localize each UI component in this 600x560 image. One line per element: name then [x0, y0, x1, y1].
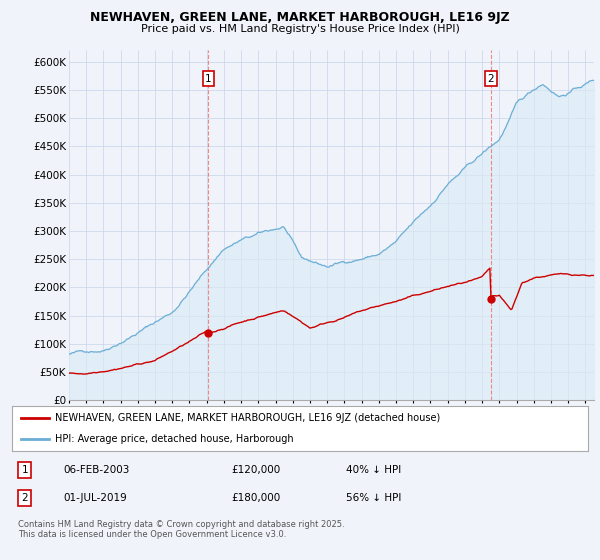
- Text: 2: 2: [22, 493, 28, 503]
- Text: 1: 1: [22, 465, 28, 475]
- Text: NEWHAVEN, GREEN LANE, MARKET HARBOROUGH, LE16 9JZ (detached house): NEWHAVEN, GREEN LANE, MARKET HARBOROUGH,…: [55, 413, 440, 423]
- Text: 06-FEB-2003: 06-FEB-2003: [64, 465, 130, 475]
- Text: NEWHAVEN, GREEN LANE, MARKET HARBOROUGH, LE16 9JZ: NEWHAVEN, GREEN LANE, MARKET HARBOROUGH,…: [90, 11, 510, 24]
- Text: 1: 1: [205, 73, 212, 83]
- Text: 2: 2: [487, 73, 494, 83]
- Text: Contains HM Land Registry data © Crown copyright and database right 2025.
This d: Contains HM Land Registry data © Crown c…: [18, 520, 344, 539]
- Text: 40% ↓ HPI: 40% ↓ HPI: [346, 465, 401, 475]
- Text: 56% ↓ HPI: 56% ↓ HPI: [346, 493, 401, 503]
- Text: £180,000: £180,000: [231, 493, 280, 503]
- Text: 01-JUL-2019: 01-JUL-2019: [64, 493, 128, 503]
- Text: £120,000: £120,000: [231, 465, 280, 475]
- Text: Price paid vs. HM Land Registry's House Price Index (HPI): Price paid vs. HM Land Registry's House …: [140, 24, 460, 34]
- Text: HPI: Average price, detached house, Harborough: HPI: Average price, detached house, Harb…: [55, 433, 294, 444]
